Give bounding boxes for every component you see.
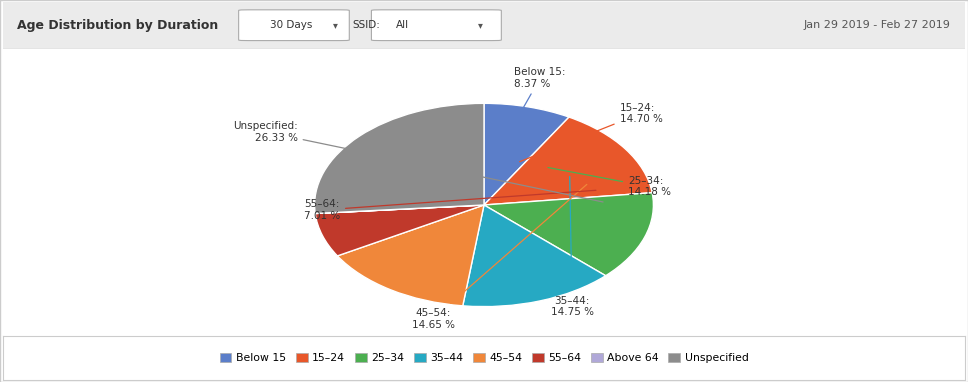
Text: Age Distribution by Duration: Age Distribution by Duration	[17, 19, 219, 32]
Wedge shape	[484, 104, 569, 205]
Wedge shape	[463, 205, 606, 307]
Text: 25–34:
14.18 %: 25–34: 14.18 %	[548, 168, 671, 197]
Text: All: All	[396, 20, 408, 30]
FancyBboxPatch shape	[239, 10, 349, 40]
Text: Below 15:
8.37 %: Below 15: 8.37 %	[495, 67, 566, 159]
Text: 55–64:
7.01 %: 55–64: 7.01 %	[304, 190, 596, 221]
FancyBboxPatch shape	[372, 10, 501, 40]
Text: ▾: ▾	[478, 20, 483, 30]
Text: SSID:: SSID:	[352, 20, 380, 30]
Text: 35–44:
14.75 %: 35–44: 14.75 %	[551, 176, 593, 317]
Text: ▾: ▾	[333, 20, 338, 30]
Legend: Below 15, 15–24, 25–34, 35–44, 45–54, 55–64, Above 64, Unspecified: Below 15, 15–24, 25–34, 35–44, 45–54, 55…	[220, 353, 748, 363]
Wedge shape	[316, 205, 484, 256]
Wedge shape	[484, 117, 652, 205]
Wedge shape	[315, 104, 484, 214]
Wedge shape	[316, 205, 484, 214]
Text: Jan 29 2019 - Feb 27 2019: Jan 29 2019 - Feb 27 2019	[803, 20, 951, 30]
Text: 30 Days: 30 Days	[270, 20, 313, 30]
Wedge shape	[484, 193, 653, 276]
Text: Unspecified:
26.33 %: Unspecified: 26.33 %	[233, 121, 603, 202]
Text: 45–54:
14.65 %: 45–54: 14.65 %	[411, 185, 587, 330]
Wedge shape	[338, 205, 484, 306]
Text: 15–24:
14.70 %: 15–24: 14.70 %	[520, 103, 662, 162]
